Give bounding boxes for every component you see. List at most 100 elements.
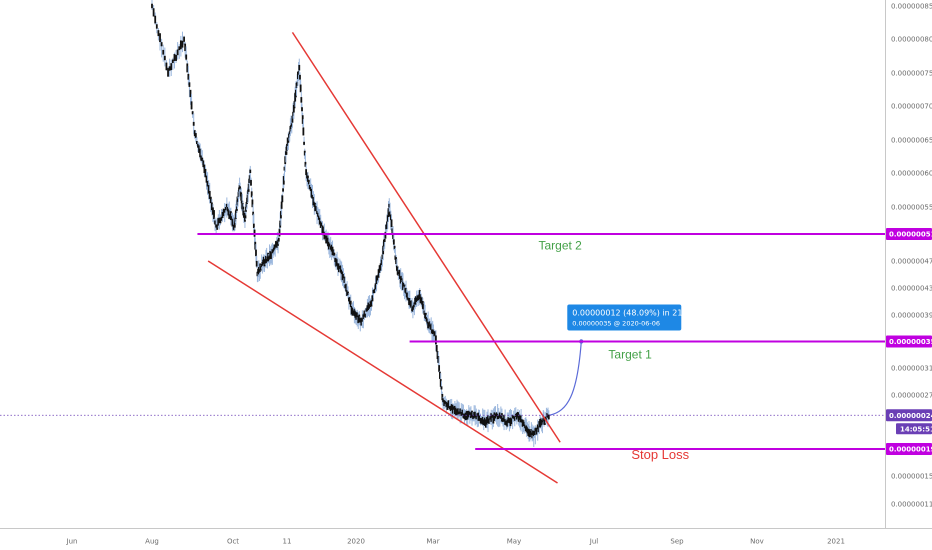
- candle-body: [210, 202, 213, 211]
- candle-body: [310, 188, 313, 198]
- candle-body: [229, 211, 232, 220]
- candle-body: [298, 64, 301, 71]
- candle-body: [208, 190, 211, 199]
- candle-body: [201, 157, 204, 162]
- candle-body: [160, 42, 163, 47]
- candle-body: [199, 148, 202, 158]
- candle-body: [547, 414, 550, 420]
- candle-body: [362, 314, 365, 320]
- candle-body: [179, 40, 182, 50]
- x-tick-label: Aug: [145, 538, 159, 546]
- candle-body: [255, 260, 258, 267]
- price-axis[interactable]: 0.00000085 0.00000080 0.00000075 0.00000070…: [891, 3, 932, 509]
- candle-body: [338, 263, 340, 273]
- candle-body: [395, 257, 398, 265]
- projection-callout-line1: 0.00000012 (48.09%) in 21d: [572, 309, 687, 318]
- candle-body: [315, 206, 318, 212]
- candle-body: [223, 209, 226, 213]
- candle-body: [434, 331, 437, 336]
- candle-body: [357, 315, 360, 324]
- candle-body: [311, 194, 314, 199]
- candle-body: [318, 217, 321, 225]
- candle-body: [352, 310, 355, 315]
- candle-body: [451, 404, 454, 414]
- candle-body: [520, 415, 522, 423]
- candle-body: [332, 249, 335, 256]
- candle-body: [337, 263, 339, 270]
- candle-body: [323, 231, 326, 240]
- candle-body: [502, 417, 504, 422]
- price-series: [151, 0, 550, 448]
- candle-body: [372, 289, 375, 294]
- candle-body: [512, 415, 515, 419]
- candle-body: [386, 215, 389, 222]
- candle-body: [175, 54, 177, 61]
- candle-body: [319, 221, 322, 228]
- candle-body: [541, 418, 544, 423]
- candle-body: [422, 303, 425, 310]
- candle-body: [279, 220, 282, 228]
- candle-body: [301, 115, 304, 124]
- candle-body: [356, 312, 359, 318]
- candle-body: [338, 265, 341, 269]
- candle-body: [162, 49, 165, 55]
- time-axis[interactable]: Jun Aug Oct 11 2020 Mar May Jul Sep Nov 2021: [66, 538, 845, 546]
- candle-body: [388, 203, 391, 208]
- candle-body: [369, 301, 372, 308]
- candle-body: [383, 238, 386, 242]
- candle-body: [173, 54, 176, 61]
- candle-body: [515, 412, 518, 420]
- candle-body: [543, 417, 546, 425]
- candle-body: [435, 335, 437, 345]
- candle-body: [460, 411, 463, 416]
- candle-body: [299, 74, 301, 80]
- candle-body: [207, 185, 210, 194]
- candle-body: [301, 107, 303, 112]
- projection-group: 0.00000012 (48.09%) in 21d 0.00000035 @ 2…: [549, 304, 688, 416]
- candle-body: [326, 235, 328, 244]
- candle-body: [504, 419, 507, 425]
- candle-body: [214, 220, 216, 225]
- candle-body: [193, 130, 196, 137]
- candle-body: [424, 312, 427, 320]
- candle-body: [450, 404, 453, 411]
- candle-body: [490, 413, 493, 422]
- candle-body: [247, 189, 250, 195]
- candle-body: [252, 211, 255, 216]
- candle-body: [493, 412, 496, 421]
- candle-body: [204, 168, 207, 178]
- current-price-label: 0.00000024: [889, 412, 932, 420]
- candle-body: [165, 62, 168, 71]
- candle-body: [256, 271, 259, 277]
- candle-body: [442, 398, 445, 403]
- candle-body: [499, 415, 502, 419]
- candle-body: [444, 400, 447, 404]
- candle-body: [371, 295, 374, 302]
- candle-body: [288, 131, 291, 135]
- annotations: Target 2 Target 1 Stop Loss: [538, 239, 689, 462]
- candle-body: [350, 306, 353, 315]
- candle-body: [483, 417, 486, 426]
- candle-body: [508, 418, 511, 424]
- candle-body: [379, 263, 382, 271]
- candle-body: [400, 275, 403, 280]
- annotation-target2: Target 2: [538, 239, 582, 253]
- candle-body: [281, 195, 284, 203]
- candle-body: [280, 211, 282, 219]
- candle-body: [168, 66, 171, 71]
- candle-body: [494, 413, 497, 419]
- candle-body: [439, 379, 442, 387]
- candle-body: [287, 137, 290, 143]
- annotation-target1: Target 1: [608, 348, 652, 362]
- candle-body: [327, 241, 330, 250]
- candle-body: [206, 180, 209, 187]
- candle-body: [322, 226, 325, 236]
- candle-body: [392, 234, 394, 239]
- annotation-stoploss: Stop Loss: [631, 447, 689, 462]
- candle-body: [277, 239, 279, 246]
- candle-body: [361, 318, 364, 322]
- candle-body: [300, 97, 303, 103]
- candle-body: [440, 386, 443, 390]
- price-tag-label-stoploss: 0.00000019: [889, 446, 932, 454]
